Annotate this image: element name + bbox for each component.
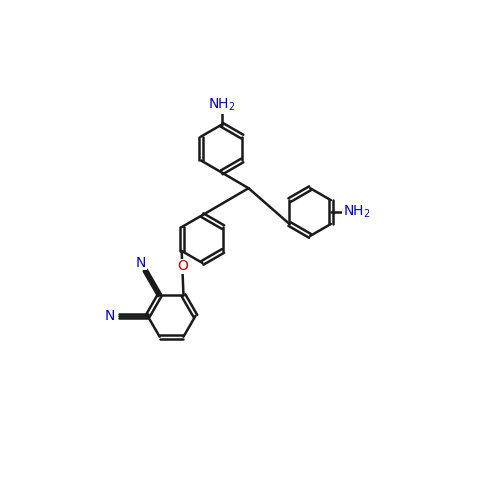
Text: O: O <box>177 259 188 273</box>
Text: N: N <box>105 309 115 323</box>
Text: NH$_2$: NH$_2$ <box>343 204 371 220</box>
Text: N: N <box>136 256 146 270</box>
Text: NH$_2$: NH$_2$ <box>208 96 236 113</box>
